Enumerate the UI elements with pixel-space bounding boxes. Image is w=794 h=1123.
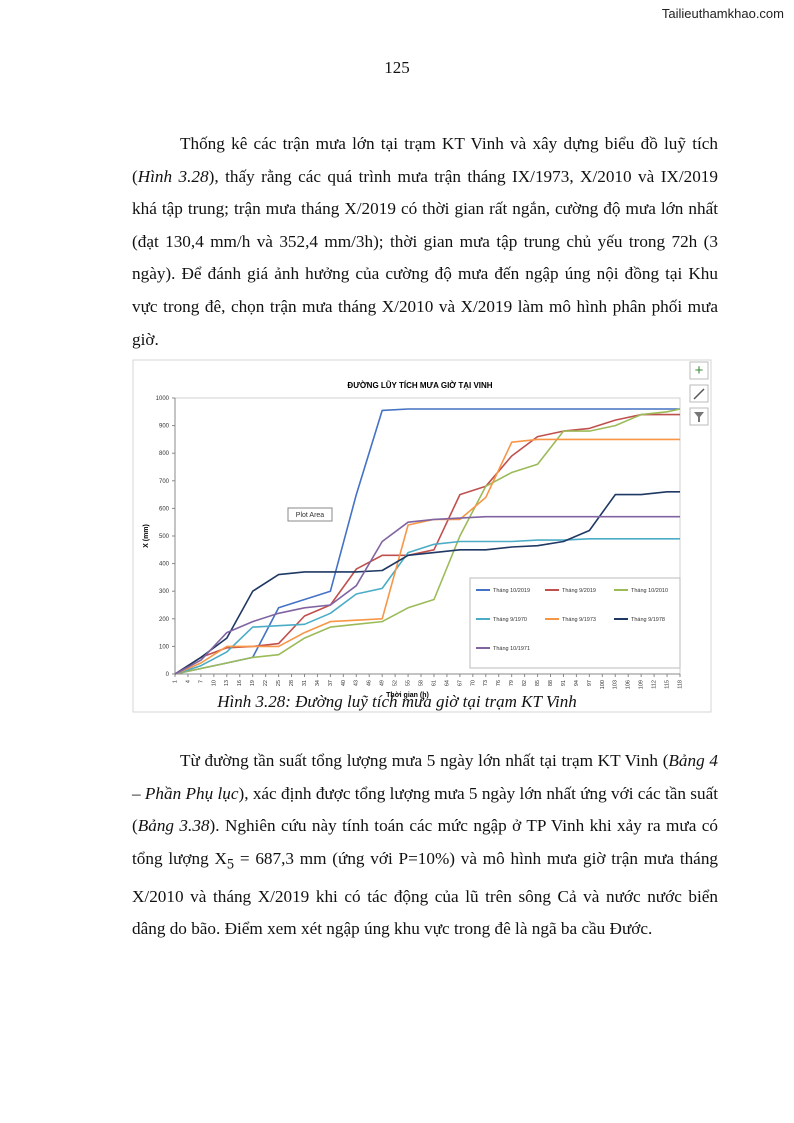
x-tick-label: 85 (535, 680, 541, 686)
legend-label: Tháng 9/2019 (562, 588, 596, 594)
legend-box (469, 577, 681, 669)
y-tick-label: 900 (159, 424, 170, 430)
icon (693, 388, 705, 400)
site-name: Tailieuthamkhao.com (661, 6, 784, 21)
x-tick-label: 40 (341, 680, 347, 686)
tooltip-box (287, 507, 333, 522)
tooltip: Plot Area (296, 512, 325, 519)
x-tick-label: 55 (406, 680, 412, 686)
y-axis-label: X (mm) (143, 524, 150, 548)
y-tick-label: 800 (159, 451, 170, 457)
x-tick-label: 1 (172, 680, 178, 683)
x-tick-label: 64 (444, 680, 450, 686)
add-element-button[interactable] (689, 361, 709, 380)
x-tick-label: 97 (587, 680, 593, 686)
x-tick-label: 88 (548, 680, 554, 686)
x-tick-label: 115 (665, 680, 671, 689)
x-tick-label: 58 (418, 680, 424, 686)
text: ). Nghiên cứu này tính toán các mức ngập… (132, 816, 718, 868)
text: = 687,3 mm (ứng với P=10%) và mô hình mư… (132, 848, 719, 939)
x-tick-label: 106 (626, 680, 632, 689)
x-tick-label: 61 (431, 680, 437, 686)
y-tick-label: 400 (159, 562, 170, 568)
x-tick-label: 28 (289, 680, 295, 686)
x-tick-label: 118 (677, 680, 683, 689)
x-tick-label: 34 (315, 680, 321, 686)
x-tick-label: 94 (574, 680, 580, 686)
icon (694, 412, 704, 422)
text: Bảng 3.38 (137, 816, 210, 836)
x-tick-label: 73 (483, 680, 489, 686)
series-line (174, 515, 680, 675)
chart-title: ĐƯỜNG LŨY TÍCH MƯA GIỜ TẠI VINH (347, 381, 492, 390)
figure-caption: Hình 3.28: Đường luỹ tích mưa giờ tại tr… (217, 692, 577, 711)
x-tick-label: 13 (224, 680, 230, 686)
x-axis-label: Thời gian (h) (386, 692, 429, 699)
legend-label: Tháng 9/1978 (631, 617, 665, 623)
icon: + (695, 362, 704, 379)
x-tick-label: 100 (600, 680, 606, 689)
x-tick-label: 46 (367, 680, 373, 686)
x-tick-label: 91 (561, 680, 567, 686)
y-tick-label: 100 (159, 644, 170, 650)
text: Bảng 4 – Phần Phụ lục (132, 751, 718, 803)
y-tick-label: 700 (159, 479, 170, 485)
x-tick-label: 25 (276, 680, 282, 686)
legend-label: Tháng 10/2019 (493, 588, 530, 594)
y-tick-label: 0 (166, 672, 170, 678)
x-tick-label: 43 (354, 680, 360, 686)
paragraph: Thống kê các trận mưa lớn tại trạm KT Vi… (132, 128, 718, 356)
x-tick-label: 49 (380, 680, 386, 686)
x-tick-label: 109 (639, 680, 645, 689)
y-tick-label: 500 (159, 534, 170, 540)
series-line (174, 413, 680, 675)
text: ), thấy rằng các quá trình mưa trận thán… (132, 166, 718, 349)
x-tick-label: 112 (652, 680, 658, 689)
legend-label: Tháng 9/1970 (493, 617, 527, 623)
x-tick-label: 79 (509, 680, 515, 686)
legend-label: Tháng 10/1971 (493, 646, 530, 652)
series-line (174, 408, 681, 675)
x-tick-label: 82 (522, 680, 528, 686)
text: 5 (226, 856, 235, 873)
x-tick-label: 22 (263, 680, 269, 686)
x-tick-label: 70 (470, 680, 476, 686)
text: Hình 3.28 (137, 166, 209, 186)
x-tick-label: 67 (457, 680, 463, 686)
legend-label: Tháng 9/1973 (562, 617, 596, 623)
y-tick-label: 200 (159, 617, 170, 623)
x-tick-label: 37 (328, 680, 334, 686)
y-tick-label: 600 (159, 506, 170, 512)
chart-frame (132, 359, 712, 713)
x-tick-label: 31 (302, 680, 308, 686)
series-line (174, 491, 680, 675)
y-tick-label: 300 (159, 589, 170, 595)
x-tick-label: 103 (613, 680, 619, 689)
x-tick-label: 16 (237, 680, 243, 686)
x-tick-label: 4 (185, 680, 191, 683)
x-tick-label: 76 (496, 680, 502, 686)
y-tick-label: 1000 (156, 396, 170, 402)
x-tick-label: 10 (211, 680, 217, 686)
x-tick-label: 19 (250, 680, 256, 686)
x-tick-label: 7 (198, 680, 204, 683)
paragraph: Từ đường tần suất tổng lượng mưa 5 ngày … (132, 745, 718, 946)
x-tick-label: 52 (393, 680, 399, 686)
series-line (174, 408, 680, 675)
text: ), xác định được tổng lượng mưa 5 ngày l… (132, 783, 718, 836)
text: Thống kê các trận mưa lớn tại trạm KT Vi… (132, 134, 718, 186)
page-number: 125 (384, 58, 410, 77)
text: Từ đường tần suất tổng lượng mưa 5 ngày … (180, 751, 669, 770)
legend-label: Tháng 10/2010 (631, 588, 668, 594)
series-line (174, 538, 680, 675)
